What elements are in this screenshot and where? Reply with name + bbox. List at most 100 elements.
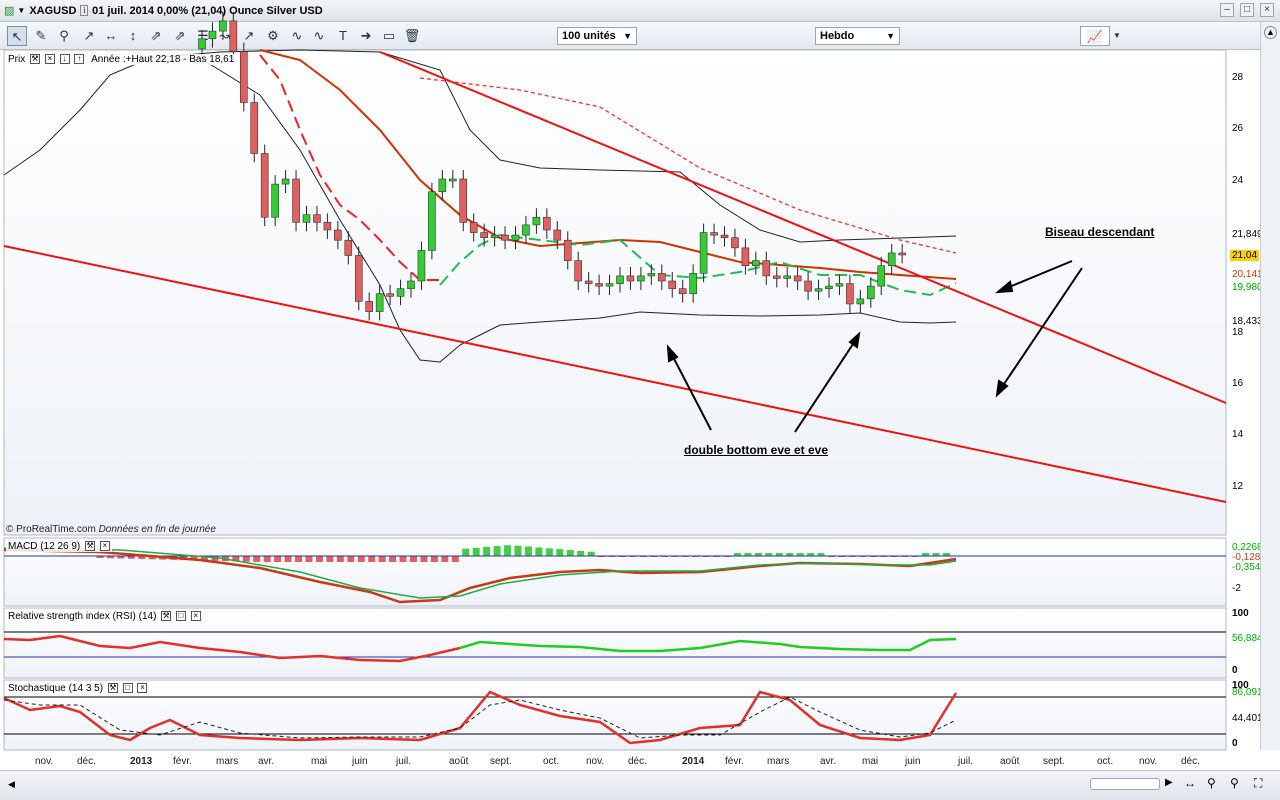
info-icon[interactable]: i [80,5,89,16]
credit-note: Données en fin de journée [98,524,216,535]
arrow-down-icon[interactable]: ↓ [59,54,70,65]
candle-body [208,30,217,40]
period-select[interactable]: Hebdo ▼ [815,27,900,45]
rsi-line-up [459,637,957,653]
macd-bar [253,556,261,562]
close-icon[interactable]: × [44,54,55,65]
candle-body [710,232,718,236]
candle-body [292,178,300,223]
scroll-left-icon[interactable]: ◀ [8,779,15,789]
candle-body [793,275,802,282]
text-tool-icon[interactable]: T [339,28,347,43]
rectangle-tool-icon[interactable]: ▭ [382,28,396,43]
zoom-tool-icon[interactable]: ⚲ [59,28,69,43]
macd-bar [96,556,104,558]
macd-bar [545,548,553,556]
macd-bar [807,553,815,556]
period-select-value: Hebdo [820,30,855,42]
candle-body [219,20,227,32]
wrench-icon[interactable]: ⚒ [30,54,41,65]
macd-bar [190,556,198,561]
tag-ma-orange: 20,141 [1230,269,1265,280]
wedge-upper-trendline [379,51,1227,404]
candle-body [302,214,311,223]
candle-body [835,283,844,287]
candle-body [762,260,771,277]
macd-bar [504,545,512,556]
wrench-icon[interactable]: ⚒ [107,683,118,694]
tag-bollinger-lower: 18,433 [1230,316,1265,327]
macd-bar [420,556,428,562]
candle-body [459,178,468,223]
trendline-tool-icon[interactable]: ↗ [83,28,95,43]
macd-bar [524,546,532,556]
tag-last-price: 21,04 [1230,250,1260,261]
candle-body [720,234,729,238]
macd-bar [263,556,271,562]
macd-bar [493,546,501,556]
wrench-icon[interactable]: ⚒ [161,611,172,622]
horizontal-line-icon[interactable]: ↔ [104,28,118,43]
units-select[interactable]: 100 unités ▼ [557,27,637,45]
vertical-line-icon[interactable]: ↕ [129,28,137,43]
maximize-button[interactable]: □ [1240,3,1254,17]
ruler-tool-icon[interactable]: ✎ [35,28,47,43]
macd-bar [284,556,292,562]
arrow-icon[interactable]: ➜ [360,28,372,43]
stoch-tag-k: 86,091 [1232,687,1263,698]
macd-bar [274,556,282,562]
pattern-tool-icon[interactable]: ∿ [313,28,325,43]
close-icon[interactable]: × [99,541,110,552]
wrench-icon[interactable]: ⚒ [85,541,96,552]
x-tick-label: juin [905,756,921,767]
candle-body [626,275,635,282]
candle-body [814,288,823,292]
arrow-draw-icon[interactable]: ↗ [243,28,255,43]
zoom-out-icon[interactable]: ⚲ [1207,776,1216,790]
up-arrow-icon[interactable]: ▲ [1264,26,1277,39]
parallel-channel-icon[interactable]: ⇗ [174,28,186,43]
arrow-up-icon[interactable]: ↑ [74,54,85,65]
indicators-icon[interactable]: 📈 [1080,26,1110,46]
rsi-y-tick-100: 100 [1232,608,1249,619]
symbol-name[interactable]: XAGUSD [29,4,77,17]
candle-body [657,273,666,282]
vertical-scrollbar[interactable]: ▲ [1260,22,1280,750]
fit-icon[interactable]: ⛶ [1254,776,1263,790]
zoom-in-icon[interactable]: ⚲ [1230,776,1239,790]
maximize-icon[interactable]: □ [175,611,186,622]
pointer-tool-icon[interactable]: ↖ [7,26,27,46]
wave-tool-icon[interactable]: ∿ [291,28,303,43]
close-button[interactable]: × [1260,3,1274,17]
candle-body [563,239,572,261]
fan-tool-icon[interactable]: ↝ [219,28,231,43]
minimize-button[interactable]: – [1220,3,1234,17]
chevron-down-icon[interactable]: ▼ [1113,31,1121,40]
close-icon[interactable]: × [137,683,148,694]
candle-body [543,216,551,231]
candle-body [354,255,363,302]
macd-bar [430,556,438,562]
scroll-right-icon[interactable]: ▶ [1165,777,1173,788]
candle-body [323,222,332,231]
candle-body [741,247,750,267]
maximize-icon[interactable]: □ [122,683,133,694]
close-icon[interactable]: × [190,611,201,622]
candle-body [250,102,259,154]
y-tick: 14 [1232,429,1244,440]
x-tick-label: mars [216,756,239,767]
trash-icon[interactable]: 🗑 [403,28,421,43]
macd-tag-hist: 0,2268 [1232,542,1263,553]
fibonacci-icon[interactable]: ☰ [197,28,209,43]
macd-bar [472,547,480,556]
reset-zoom-icon[interactable]: ↔ [1184,776,1196,790]
x-tick-label: 2013 [130,756,153,767]
symbol-dropdown-icon[interactable]: ▼ [17,6,26,15]
macd-bar [932,553,940,556]
tools-icon[interactable]: ⚙ [267,28,279,43]
channel-tool-icon[interactable]: ⇗ [150,28,162,43]
macd-y-tick: -2 [1232,583,1241,594]
horizontal-scrollbar-thumb[interactable] [1090,778,1160,790]
chevron-down-icon: ▼ [623,31,632,41]
